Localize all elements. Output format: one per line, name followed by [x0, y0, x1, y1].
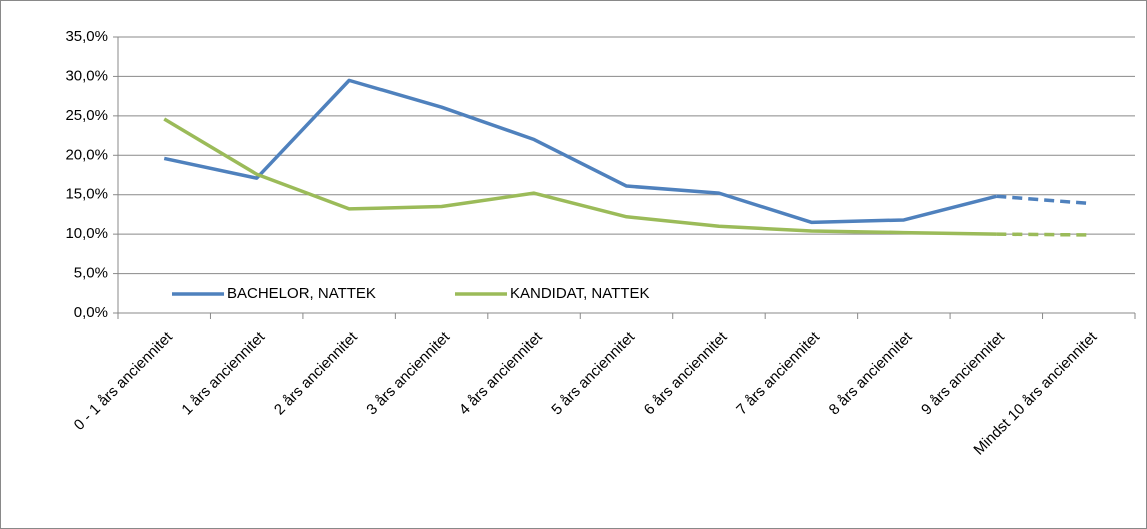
- series-line: [163, 117, 997, 236]
- y-tick-label: 5,0%: [74, 265, 108, 282]
- y-tick-label: 0,0%: [74, 304, 108, 321]
- y-tick-label: 35,0%: [65, 28, 108, 45]
- y-tick-label: 10,0%: [65, 225, 108, 242]
- y-tick-label: 15,0%: [65, 186, 108, 203]
- series-line: [163, 78, 997, 225]
- legend-label: KANDIDAT, NATTEK: [510, 285, 649, 302]
- y-tick-label: 30,0%: [65, 67, 108, 84]
- y-tick-label: 20,0%: [65, 146, 108, 163]
- y-tick-label: 25,0%: [65, 107, 108, 124]
- legend-label: BACHELOR, NATTEK: [227, 285, 376, 302]
